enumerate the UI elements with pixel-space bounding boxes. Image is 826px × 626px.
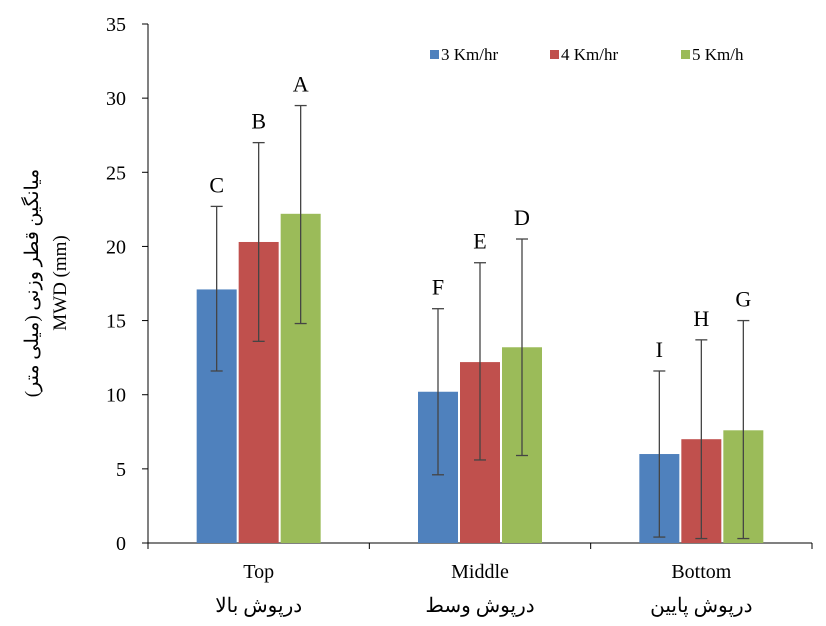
significance-letter: D [514, 205, 530, 230]
significance-letter: G [735, 287, 751, 312]
significance-letter: E [473, 229, 486, 254]
x-category-label-fa: درپوش وسط [425, 595, 534, 617]
error-bars-layer [210, 104, 750, 540]
legend-label: 5 Km/h [692, 45, 744, 64]
significance-letter: I [656, 337, 663, 362]
y-tick-label: 0 [116, 533, 126, 555]
x-category-label: Bottom [671, 561, 731, 583]
y-tick-label: 30 [106, 88, 126, 110]
significance-letter: B [251, 109, 266, 134]
y-axis-title-fa: میانگین قطر وزنی (میلی متر) [20, 169, 43, 397]
y-tick-label: 25 [106, 162, 126, 184]
legend-swatch [681, 50, 690, 59]
significance-letter: C [209, 172, 224, 197]
legend-label: 4 Km/hr [561, 45, 618, 64]
axes: 0 5 10 15 20 25 30 35 Top درپوش بالا Middle درپوش و… [106, 14, 813, 617]
y-axis-title: MWD (mm) [50, 235, 71, 331]
significance-letter: A [293, 72, 309, 97]
significance-letter: H [693, 306, 709, 331]
y-tick-label: 35 [106, 14, 126, 36]
x-category-label: Top [243, 561, 274, 583]
y-tick-label: 20 [106, 236, 126, 258]
significance-letters-layer: C B A F E D I H G [209, 72, 751, 362]
legend: 3 Km/hr 4 Km/hr 5 Km/h [430, 45, 744, 64]
legend-label: 3 Km/hr [441, 45, 498, 64]
x-category-label-fa: درپوش پایین [650, 595, 752, 617]
y-tick-label: 10 [106, 385, 126, 407]
legend-swatch [550, 50, 559, 59]
y-tick-label: 5 [116, 459, 126, 481]
significance-letter: F [432, 275, 444, 300]
legend-swatch [430, 50, 439, 59]
x-category-label: Middle [451, 561, 509, 583]
x-category-label-fa: درپوش بالا [215, 595, 302, 617]
y-axis-title-group: میانگین قطر وزنی (میلی متر) MWD (mm) [20, 169, 71, 397]
y-tick-label: 15 [106, 311, 126, 333]
